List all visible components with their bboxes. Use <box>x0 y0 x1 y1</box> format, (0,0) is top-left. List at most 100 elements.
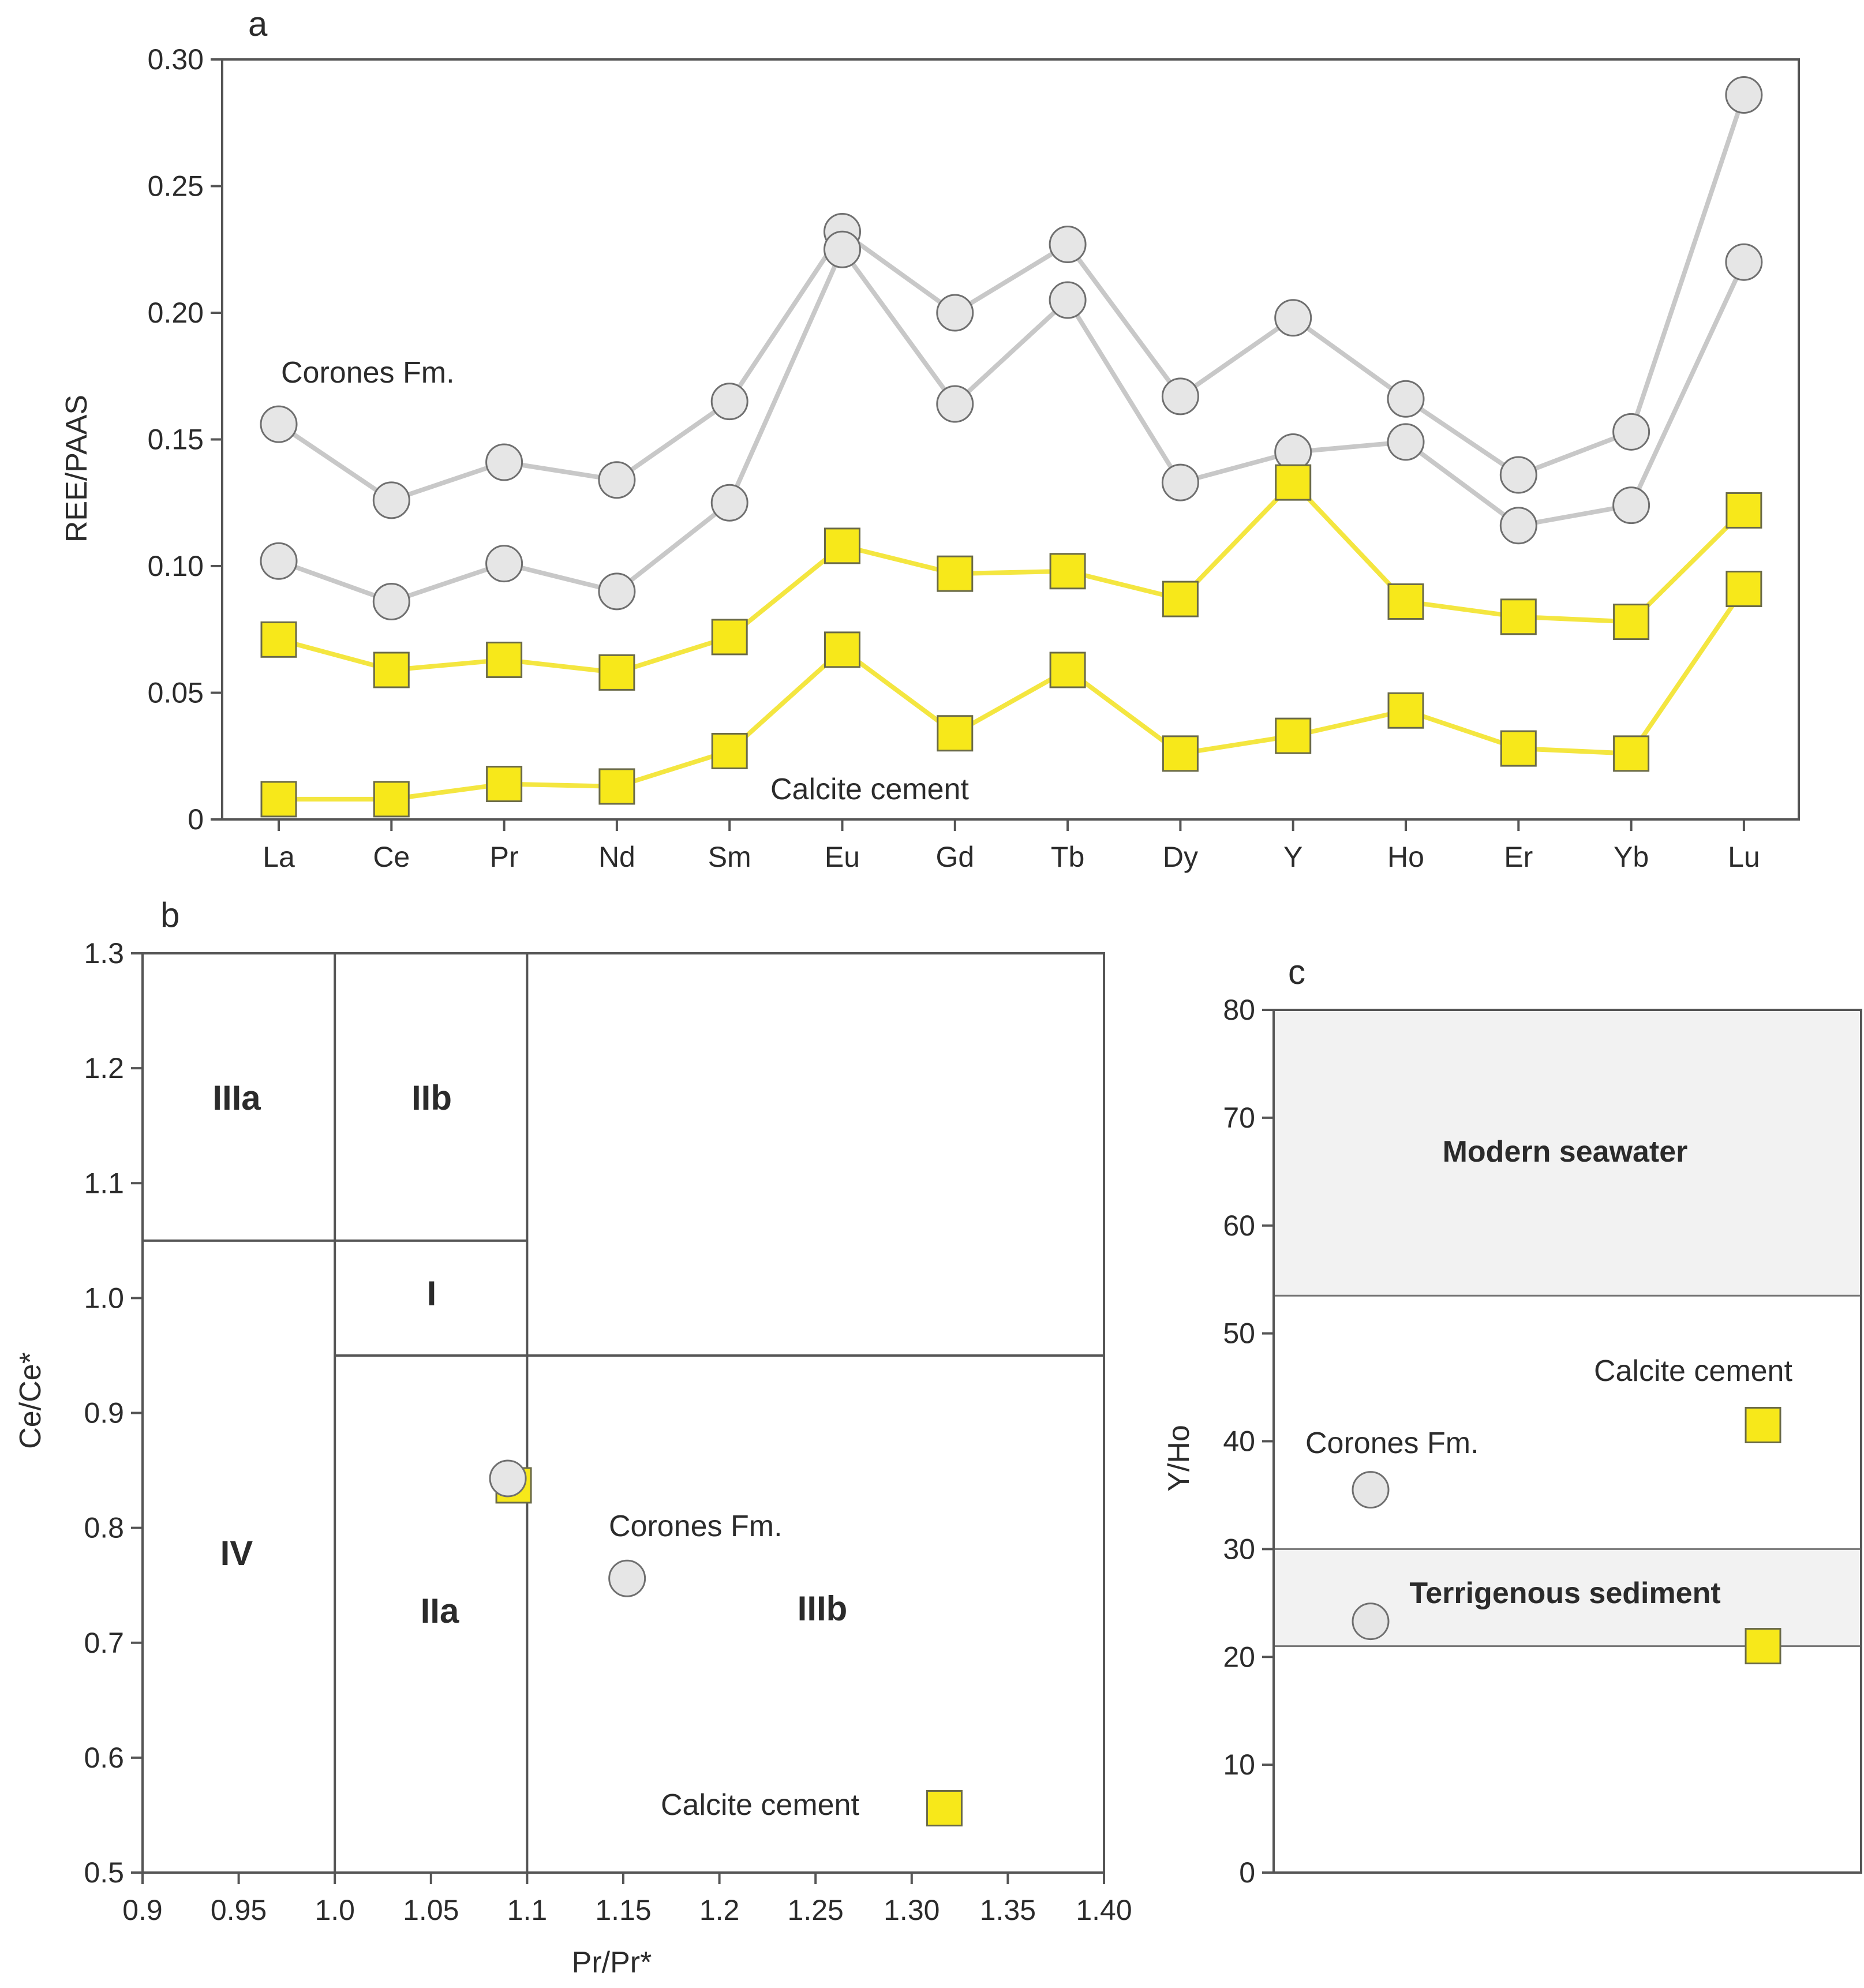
panel-a-point-3-Eu <box>824 527 860 564</box>
panel-a-x-tick-label-Y: Y <box>1283 841 1302 873</box>
panel-a-series-line-3 <box>278 480 1746 675</box>
region-IIb: IIb <box>411 1079 452 1117</box>
panel-a-point-2-La <box>260 542 298 580</box>
panel-b-y-tick-label: 1.0 <box>84 1282 124 1314</box>
panel-b-x-tick-label: 1.2 <box>699 1894 740 1926</box>
panel-a-point-1-Pr <box>485 443 523 481</box>
panel-a-x-tick-label-Ho: Ho <box>1387 841 1424 873</box>
panel-b-region-lines <box>143 953 1104 1873</box>
panel-a-x-tick-label-Eu: Eu <box>825 841 860 873</box>
panel-a-point-3-Lu <box>1725 492 1762 529</box>
panel-a-point-2-Ce <box>372 582 410 620</box>
panel-c-y-axis-label: Y/Ho <box>1162 1425 1196 1492</box>
panel-a-point-3-Tb <box>1049 553 1086 590</box>
panel-c-y-tick-label: 30 <box>1223 1533 1255 1565</box>
panel-a-point-3-Nd <box>598 654 635 691</box>
panel-a-point-2-Sm <box>710 484 748 522</box>
panel-a-point-2-Tb <box>1049 281 1087 319</box>
panel-b-x-tick-label: 1.05 <box>403 1894 459 1926</box>
panel-b-x-axis-label: Pr/Pr* <box>572 1946 652 1979</box>
panel-b-point-corones-1 <box>489 1459 527 1497</box>
panel-c-points <box>1352 1406 1781 1665</box>
panel-a-point-3-Ce <box>373 652 410 688</box>
panel-a-y-tick-label: 0.20 <box>148 297 204 329</box>
panel-a-x-tick-label-Ce: Ce <box>373 841 410 873</box>
panel-b-y-tick-label: 0.5 <box>84 1856 124 1889</box>
panel-a-ticks: 0 0.05 0.10 0.15 0.20 0.25 0.30 La Ce Pr Nd Sm Eu Gd T… <box>148 43 1760 873</box>
panel-b-point-corones-2 <box>608 1559 646 1597</box>
panel-a-series <box>260 76 1763 818</box>
panel-a-point-4-La <box>260 781 297 818</box>
panel-a-y-tick-label: 0 <box>188 803 204 836</box>
panel-b-x-tick-label: 1.40 <box>1076 1894 1132 1926</box>
panel-c-point-calcite-1 <box>1745 1406 1781 1443</box>
zone-modern-seawater-label: Modern seawater <box>1443 1135 1688 1169</box>
panel-a-point-1-Tb <box>1049 225 1087 263</box>
panel-a-frame <box>221 58 1800 821</box>
panel-a-point-3-Er <box>1500 598 1537 635</box>
panel-b-x-tick-label: 1.35 <box>980 1894 1036 1926</box>
panel-a-point-4-Tb <box>1049 652 1086 688</box>
panel-a-series-line-2 <box>278 247 1746 604</box>
panel-a-point-3-Ho <box>1387 583 1424 620</box>
panel-c-point-calcite-2 <box>1745 1628 1781 1665</box>
panel-a-corones-label: Corones Fm. <box>281 356 455 390</box>
panel-b-x-tick-label: 1.1 <box>507 1894 548 1926</box>
panel-a-calcite-label: Calcite cement <box>770 773 969 806</box>
panel-a-point-4-Ce <box>373 781 410 818</box>
region-IV: IV <box>220 1534 253 1573</box>
panel-a-point-2-Eu <box>824 230 861 268</box>
panel-a-x-tick-label-Dy: Dy <box>1163 841 1198 873</box>
panel-a-point-1-Lu <box>1725 76 1763 114</box>
panel-a-series-line-1 <box>277 94 1746 503</box>
panel-a-point-1-Sm <box>710 383 748 421</box>
panel-c-point-corones-1 <box>1352 1471 1390 1509</box>
region-IIIa: IIIa <box>212 1079 261 1117</box>
zone-1-fill <box>1274 1010 1861 1296</box>
panel-b-y-tick-label: 0.8 <box>84 1512 124 1544</box>
panel-a-point-2-Dy <box>1161 463 1199 501</box>
panel-b-y-axis-label: Ce/Ce* <box>14 1352 47 1449</box>
panel-a-point-1-Ho <box>1387 380 1425 418</box>
panel-b-frame <box>141 952 1105 1874</box>
region-I: I <box>427 1274 437 1313</box>
panel-a-point-2-Lu <box>1725 243 1763 281</box>
panel-a-point-3-Y <box>1275 464 1312 501</box>
panel-a-x-tick-label-Sm: Sm <box>708 841 751 873</box>
panel-b-ticks: 0.5 0.6 0.7 0.8 0.9 1.0 1.1 1.2 1.3 0.9 0.95 1.0 1.0… <box>84 937 1132 1926</box>
panel-a-point-4-Pr <box>486 766 523 803</box>
panel-c-y-tick-label: 80 <box>1223 994 1255 1026</box>
panel-b-y-tick-label: 1.1 <box>84 1167 124 1199</box>
panel-b-point-calcite-2 <box>926 1789 963 1826</box>
panel-a-point-1-Ce <box>372 481 410 519</box>
panel-a-letter: a <box>248 5 268 43</box>
panel-a-point-2-Nd <box>598 572 636 611</box>
panel-a-point-1-Dy <box>1161 377 1199 415</box>
panel-b-y-tick-label: 1.2 <box>84 1052 124 1084</box>
panel-a-point-4-Dy <box>1162 735 1199 772</box>
panel-a-x-tick-label-Pr: Pr <box>490 841 519 873</box>
panel-a-point-3-La <box>260 621 297 658</box>
panel-a-x-tick-label-La: La <box>263 841 295 873</box>
panel-b-y-tick-label: 0.9 <box>84 1397 124 1429</box>
panel-a-point-4-Lu <box>1725 571 1762 608</box>
panel-c-y-tick-label: 70 <box>1223 1102 1255 1134</box>
panel-c-y-tick-label: 60 <box>1223 1210 1255 1242</box>
panel-a-point-4-Eu <box>824 631 860 668</box>
panel-a-y-tick-label: 0.05 <box>148 677 204 709</box>
panel-a-point-3-Pr <box>486 641 523 678</box>
panel-a-point-2-Er <box>1499 507 1537 545</box>
panel-c-point-corones-2 <box>1352 1603 1390 1641</box>
panel-a-point-2-Ho <box>1387 423 1425 461</box>
panel-a-point-4-Y <box>1275 717 1312 754</box>
panel-a-point-1-Nd <box>598 461 636 499</box>
panel-b-y-tick-label: 1.3 <box>84 937 124 969</box>
panel-c-frame <box>1272 1009 1862 1874</box>
panel-c-zones <box>1274 1010 1861 1648</box>
panel-c-y-tick-label: 10 <box>1223 1749 1255 1781</box>
panel-b-x-tick-label: 1.25 <box>788 1894 844 1926</box>
panel-a: a REE/PAAS 0 0.05 0.10 0.15 0.20 0.25 0.30 La Ce… <box>60 5 1800 873</box>
panel-b-y-tick-label: 0.6 <box>84 1742 124 1774</box>
panel-c-corones-label: Corones Fm. <box>1305 1427 1479 1460</box>
